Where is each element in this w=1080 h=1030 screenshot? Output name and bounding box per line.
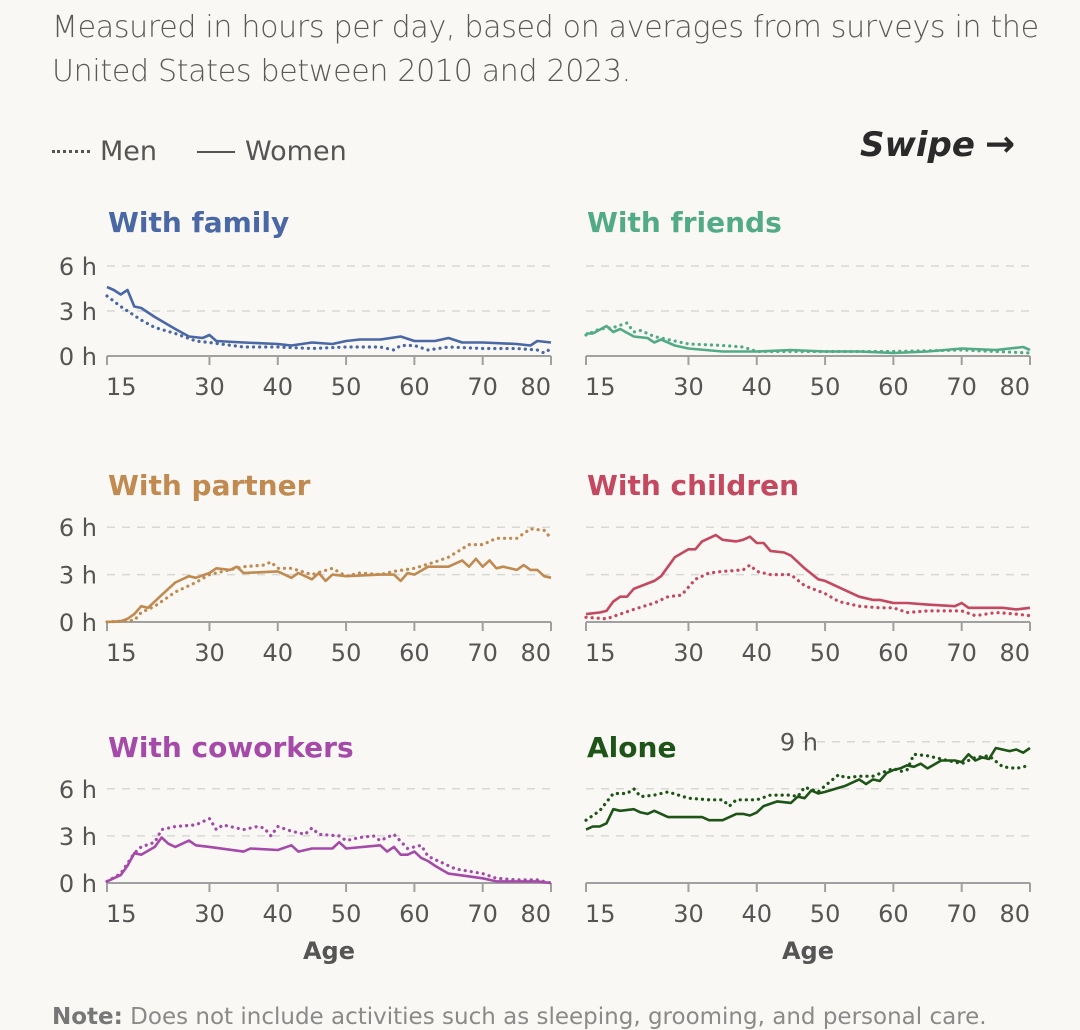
series-line-men bbox=[584, 563, 1032, 621]
x-tick-label: 60 bbox=[399, 639, 430, 667]
x-tick-label: 70 bbox=[467, 373, 498, 401]
arrow-right-icon: → bbox=[984, 124, 1016, 165]
footnote: Note: Does not include activities such a… bbox=[52, 1004, 987, 1030]
note-text: Does not include activities such as slee… bbox=[130, 1004, 987, 1030]
x-tick-label: 50 bbox=[810, 639, 841, 667]
swipe-hint[interactable]: Swipe → bbox=[860, 124, 1015, 165]
x-tick-label: 60 bbox=[878, 639, 909, 667]
x-tick-label: 30 bbox=[673, 639, 704, 667]
y-tick-label: 0 h bbox=[59, 609, 97, 637]
x-tick-label: 15 bbox=[585, 373, 616, 401]
series-line-men bbox=[105, 816, 553, 885]
x-tick-label: 60 bbox=[878, 900, 909, 928]
x-tick-label: 70 bbox=[467, 900, 498, 928]
x-tick-label: 60 bbox=[878, 373, 909, 401]
x-tick-label: 70 bbox=[467, 639, 498, 667]
x-tick-label: 30 bbox=[673, 900, 704, 928]
chart-subtitle: Measured in hours per day, based on aver… bbox=[52, 10, 1039, 89]
legend-men-swatch bbox=[52, 150, 90, 153]
panel-title: With children bbox=[587, 469, 799, 502]
x-tick-label: 15 bbox=[585, 639, 616, 667]
x-tick-label: 30 bbox=[673, 373, 704, 401]
x-tick-label: 40 bbox=[262, 373, 293, 401]
x-tick-label: 15 bbox=[106, 900, 137, 928]
x-tick-label: 70 bbox=[946, 900, 977, 928]
x-tick-label: 80 bbox=[520, 373, 551, 401]
panel-with-coworkers: With coworkers 0 h 3 h 6 h 15 30 40 50 60 70 80 Age bbox=[59, 731, 553, 965]
series-line-men bbox=[584, 321, 1032, 355]
x-tick-label: 70 bbox=[946, 639, 977, 667]
x-tick-label: 40 bbox=[741, 373, 772, 401]
y-tick-label: 9 h bbox=[780, 729, 818, 757]
x-tick-label: 40 bbox=[262, 639, 293, 667]
series-line-women bbox=[106, 285, 552, 347]
panel-title: With partner bbox=[108, 469, 311, 502]
panel-with-friends: With friends 15 30 40 50 60 70 80 bbox=[584, 206, 1032, 401]
series-line-women bbox=[586, 324, 1031, 355]
legend-women-swatch bbox=[197, 150, 236, 153]
legend: Men Women bbox=[52, 136, 347, 167]
panel-title: With friends bbox=[587, 206, 782, 239]
panel-title: Alone bbox=[587, 731, 676, 764]
panel-title: With coworkers bbox=[108, 731, 354, 764]
note-label: Note: bbox=[52, 1004, 123, 1030]
x-tick-label: 50 bbox=[331, 900, 362, 928]
series-line-women bbox=[106, 557, 552, 624]
x-tick-label: 80 bbox=[999, 639, 1030, 667]
x-tick-label: 80 bbox=[520, 900, 551, 928]
series-line-women bbox=[106, 836, 552, 885]
series-line-men bbox=[105, 294, 553, 355]
x-tick-label: 60 bbox=[399, 373, 430, 401]
panel-alone: Alone 9 h 15 30 40 50 60 70 80 Age bbox=[584, 729, 1032, 965]
x-tick-label: 40 bbox=[741, 900, 772, 928]
legend-men-label: Men bbox=[100, 136, 158, 167]
x-tick-label: 50 bbox=[810, 373, 841, 401]
x-axis-label: Age bbox=[782, 937, 834, 965]
legend-women-label: Women bbox=[245, 136, 347, 167]
x-tick-label: 80 bbox=[999, 373, 1030, 401]
series-line-women bbox=[585, 533, 1031, 616]
y-tick-label: 3 h bbox=[59, 823, 97, 851]
x-tick-label: 15 bbox=[585, 900, 616, 928]
x-tick-label: 50 bbox=[331, 373, 362, 401]
x-tick-label: 30 bbox=[194, 900, 225, 928]
swipe-label: Swipe bbox=[860, 124, 975, 165]
x-tick-label: 70 bbox=[946, 373, 977, 401]
y-tick-label: 6 h bbox=[59, 514, 97, 542]
x-tick-label: 30 bbox=[194, 639, 225, 667]
x-tick-label: 15 bbox=[106, 373, 137, 401]
y-tick-label: 6 h bbox=[59, 253, 97, 281]
x-tick-label: 15 bbox=[106, 639, 137, 667]
y-tick-label: 0 h bbox=[59, 870, 97, 898]
series-line-men bbox=[105, 527, 553, 624]
panel-title: With family bbox=[108, 206, 289, 239]
x-tick-label: 80 bbox=[999, 900, 1030, 928]
panel-with-children: With children 15 30 40 50 60 70 80 bbox=[584, 469, 1032, 667]
x-tick-label: 80 bbox=[520, 639, 551, 667]
y-tick-label: 0 h bbox=[59, 343, 97, 371]
y-tick-label: 3 h bbox=[59, 562, 97, 590]
x-tick-label: 50 bbox=[331, 639, 362, 667]
y-tick-label: 6 h bbox=[59, 776, 97, 804]
y-tick-label: 3 h bbox=[59, 298, 97, 326]
x-tick-label: 40 bbox=[741, 639, 772, 667]
series-line-women bbox=[585, 746, 1031, 831]
x-tick-label: 40 bbox=[262, 900, 293, 928]
x-axis-label: Age bbox=[303, 937, 355, 965]
x-tick-label: 60 bbox=[399, 900, 430, 928]
x-tick-label: 50 bbox=[810, 900, 841, 928]
panel-with-family: With family 0 h 3 h 6 h 15 30 40 50 60 70 80 bbox=[59, 206, 553, 401]
series-line-men bbox=[584, 752, 1032, 822]
panel-with-partner: With partner 0 h 3 h 6 h 15 30 40 50 60 70 80 bbox=[59, 469, 553, 667]
x-tick-label: 30 bbox=[194, 373, 225, 401]
